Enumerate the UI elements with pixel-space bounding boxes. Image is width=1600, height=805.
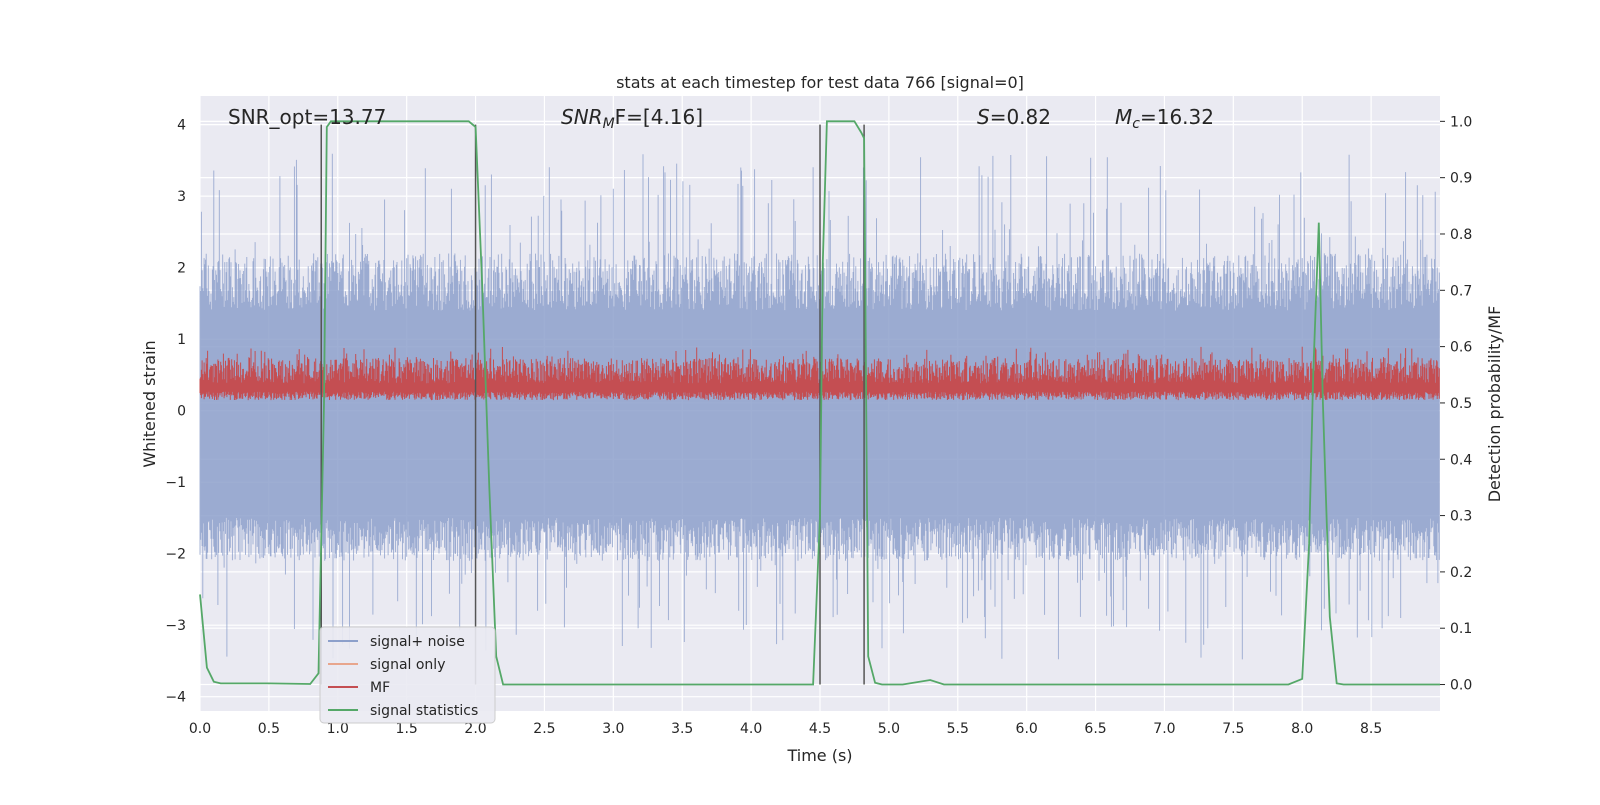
y2-tick-label: 0.6: [1450, 340, 1472, 356]
legend-box: [319, 626, 496, 724]
y-tick-label: −2: [165, 547, 186, 563]
y2-tick-label: 0.8: [1450, 227, 1472, 243]
signal-statistics-series: [199, 120, 1440, 686]
mc-value: =16.32: [1140, 105, 1214, 129]
annotation-s: S=0.82: [977, 105, 1051, 129]
annotation-mc: Mc=16.32: [1115, 105, 1214, 132]
x-tick-label: 3.0: [602, 721, 624, 737]
annotation-snr-opt: SNR_opt=13.77: [228, 105, 386, 129]
y2-tick-label: 0.5: [1450, 396, 1472, 412]
x-tick-label: 4.0: [740, 721, 762, 737]
y2-tick-label: 0.2: [1450, 565, 1472, 581]
x-tick-label: 1.5: [396, 721, 418, 737]
x-tick-label: 1.0: [327, 721, 349, 737]
y2-tick-label: 0.3: [1450, 509, 1472, 525]
x-tick-label: 0.5: [258, 721, 280, 737]
mc-subscript: c: [1132, 116, 1140, 132]
legend-label-mf: MF: [370, 680, 390, 696]
x-tick-label: 8.0: [1291, 721, 1313, 737]
legend-label-noise: signal+ noise: [370, 634, 465, 650]
x-tick-label: 3.5: [671, 721, 693, 737]
y2-tick-label: 0.7: [1450, 283, 1472, 299]
y2-tick-label: 0.1: [1450, 621, 1472, 637]
x-tick-label: 5.5: [947, 721, 969, 737]
x-tick-label: 7.5: [1222, 721, 1244, 737]
y-tick-label: 4: [177, 118, 186, 134]
snr-mf-label: SNR: [561, 105, 603, 129]
y2-tick-label: 0.4: [1450, 452, 1472, 468]
legend-label-statistics: signal statistics: [370, 703, 478, 719]
y-tick-label: −3: [165, 618, 186, 634]
y-axis-ticks: 4 3 2 1 0 −1 −2 −3 −4: [165, 118, 186, 706]
snr-mf-subscript: M: [603, 116, 615, 132]
x-axis-label: Time (s): [786, 746, 852, 765]
x-tick-label: 7.0: [1153, 721, 1175, 737]
y-tick-label: 1: [177, 332, 186, 348]
x-axis-ticks: 0.0 0.5 1.0 1.5 2.0 2.5 3.0 3.5 4.0 4.5 5.0 5.5 6.0 6…: [189, 721, 1382, 737]
y-tick-label: 2: [177, 261, 186, 277]
mc-label: M: [1115, 105, 1132, 129]
y2-tick-label: 0.9: [1450, 171, 1472, 187]
x-tick-label: 2.5: [533, 721, 555, 737]
legend-label-signal: signal only: [370, 657, 445, 673]
y2-axis-label: Detection probability/MF: [1485, 306, 1504, 503]
y2-tick-label: 0.0: [1450, 678, 1472, 694]
x-tick-label: 2.0: [464, 721, 486, 737]
s-label: S: [977, 105, 990, 129]
vertical-markers: [320, 124, 865, 685]
s-value: =0.82: [990, 105, 1051, 129]
y-tick-label: 3: [177, 189, 186, 205]
legend: signal+ noise signal only MF signal stat…: [319, 626, 496, 724]
signal-statistics-line: [199, 120, 1440, 686]
y-tick-label: −4: [165, 690, 186, 706]
annotation-snr-mf: SNRMF=[4.16]: [561, 105, 703, 132]
x-tick-label: 6.0: [1016, 721, 1038, 737]
x-tick-label: 0.0: [189, 721, 211, 737]
y-axis-label: Whitened strain: [140, 340, 159, 467]
x-tick-label: 5.0: [878, 721, 900, 737]
x-tick-label: 6.5: [1084, 721, 1106, 737]
y2-tick-label: 1.0: [1450, 114, 1472, 130]
x-tick-label: 4.5: [809, 721, 831, 737]
y-tick-label: −1: [165, 475, 186, 491]
snr-mf-value: F=[4.16]: [615, 105, 703, 129]
y-tick-label: 0: [177, 404, 186, 420]
y2-axis-ticks: 1.0 0.9 0.8 0.7 0.6 0.5 0.4 0.3 0.2 0.1 0.0: [1440, 114, 1472, 694]
chart-title: stats at each timestep for test data 766…: [616, 73, 1024, 92]
x-tick-label: 8.5: [1360, 721, 1382, 737]
